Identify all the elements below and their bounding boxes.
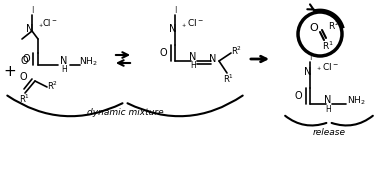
- Text: Cl$^-$: Cl$^-$: [187, 18, 203, 29]
- Text: R$^1$: R$^1$: [223, 73, 234, 85]
- Text: Cl$^-$: Cl$^-$: [42, 18, 58, 29]
- Text: N: N: [324, 95, 332, 105]
- Text: |: |: [174, 6, 176, 13]
- Text: O: O: [310, 23, 318, 33]
- Text: NH$_2$: NH$_2$: [347, 95, 365, 107]
- Text: H: H: [325, 105, 331, 114]
- Text: O: O: [159, 48, 167, 58]
- Text: Cl$^-$: Cl$^-$: [322, 60, 338, 71]
- Text: O: O: [22, 54, 30, 64]
- Text: O: O: [19, 72, 27, 82]
- Text: O: O: [20, 56, 28, 66]
- Text: N: N: [169, 24, 177, 34]
- Text: N: N: [189, 52, 197, 62]
- Text: N: N: [304, 67, 312, 77]
- Text: N: N: [209, 54, 217, 64]
- Text: $^+$: $^+$: [315, 67, 322, 73]
- Text: $^+$: $^+$: [37, 24, 44, 30]
- Text: R$^2$: R$^2$: [48, 80, 59, 92]
- Text: N: N: [60, 56, 68, 66]
- Text: R$^1$: R$^1$: [322, 40, 334, 52]
- Text: O: O: [294, 91, 302, 101]
- Text: R$^2$: R$^2$: [231, 45, 243, 57]
- Text: N: N: [26, 24, 34, 34]
- Text: R$^1$: R$^1$: [20, 93, 31, 105]
- Text: release: release: [313, 128, 345, 137]
- Text: R$^2$: R$^2$: [328, 20, 340, 32]
- Text: dynamic mixture: dynamic mixture: [87, 108, 163, 117]
- Text: NH$_2$: NH$_2$: [79, 56, 97, 68]
- Text: |: |: [309, 53, 311, 60]
- Text: H: H: [190, 61, 196, 70]
- Text: |: |: [31, 6, 33, 13]
- Text: $^+$: $^+$: [180, 24, 187, 30]
- Text: +: +: [4, 64, 16, 78]
- Text: H: H: [61, 64, 67, 74]
